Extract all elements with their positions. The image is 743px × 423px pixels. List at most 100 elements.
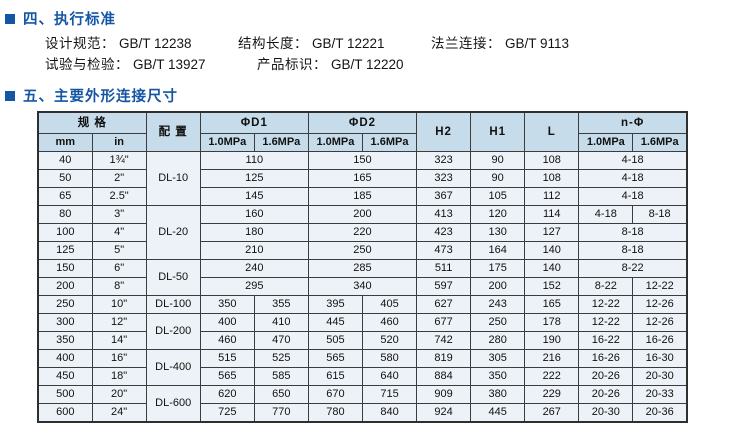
table-cell: 400	[199, 313, 255, 332]
table-cell: 16-26	[578, 349, 634, 368]
table-cell: 165	[524, 295, 580, 314]
table-cell: 50	[37, 169, 93, 188]
table-cell: 2"	[91, 169, 147, 188]
table-cell: 423	[416, 223, 472, 242]
table-cell: DL-200	[145, 313, 201, 350]
table-cell: 80	[37, 205, 93, 224]
table-cell: 90	[470, 151, 526, 170]
table-cell: 4-18	[578, 187, 688, 206]
standards-spec-lines: 设计规范： GB/T 12238 结构长度： GB/T 12221 法兰连接： GB/…	[45, 33, 743, 75]
table-cell: 250	[37, 295, 93, 314]
table-cell: 670	[307, 385, 363, 404]
table-cell: 125	[37, 241, 93, 260]
table-cell: 14"	[91, 331, 147, 350]
table-cell: 20"	[91, 385, 147, 404]
table-cell: 600	[37, 403, 93, 423]
table-cell: DL-400	[145, 349, 201, 386]
table-cell: 627	[416, 295, 472, 314]
table-cell: 150	[37, 259, 93, 278]
table-cell: 323	[416, 169, 472, 188]
spec-line-1: 设计规范： GB/T 12238 结构长度： GB/T 12221 法兰连接： GB/…	[45, 33, 743, 54]
table-cell: 250	[470, 313, 526, 332]
table-cell: 350	[37, 331, 93, 350]
table-header-row: mm in 1.0MPa 1.6MPa 1.0MPa 1.6MPa 1.0MPa 1.6MPa	[37, 133, 688, 152]
table-cell: 355	[253, 295, 309, 314]
table-cell: 640	[361, 367, 418, 386]
table-row: 100 4" 180 220 423 130 127 8-18	[37, 223, 688, 242]
header-cell: 配 置	[145, 111, 201, 152]
table-cell: 597	[416, 277, 472, 296]
table-cell: 125	[199, 169, 309, 188]
table-cell: 229	[524, 385, 580, 404]
table-cell: 295	[199, 277, 309, 296]
header-cell: H1	[470, 111, 526, 152]
table-cell: 20-36	[632, 403, 688, 423]
table-cell: 250	[307, 241, 418, 260]
table-cell: 10"	[91, 295, 147, 314]
table-cell: 350	[470, 367, 526, 386]
table-cell: 565	[307, 349, 363, 368]
table-cell: 511	[416, 259, 472, 278]
table-cell: 112	[524, 187, 580, 206]
table-row: 600 24" 725 770 780 840 924 445 267 20-30 20-36	[37, 403, 688, 423]
spec-flange-connection: 法兰连接： GB/T 9113	[431, 36, 570, 51]
table-cell: 12-26	[632, 313, 688, 332]
table-cell: 4-18	[578, 169, 688, 188]
table-cell: 145	[199, 187, 309, 206]
table-cell: 620	[199, 385, 255, 404]
table-cell: 473	[416, 241, 472, 260]
header-cell: 1.6MPa	[632, 133, 688, 152]
table-cell: 470	[253, 331, 309, 350]
table-cell: 16-30	[632, 349, 688, 368]
header-cell: ΦD1	[199, 111, 309, 134]
table-row: 80 3" DL-20 160 200 413 120 114 4-18 8-18	[37, 205, 688, 260]
table-cell: 305	[470, 349, 526, 368]
table-cell: 413	[416, 205, 472, 224]
table-row: 300 12" DL-200 400 410 445 460 677 250 178 12-22 12…	[37, 313, 688, 350]
table-cell: 520	[361, 331, 418, 350]
table-cell: 240	[199, 259, 309, 278]
table-cell: 20-26	[578, 367, 634, 386]
table-cell: 110	[199, 151, 309, 170]
table-cell: 178	[524, 313, 580, 332]
header-cell: H2	[416, 111, 472, 152]
spec-line-2: 试验与检验： GB/T 13927 产品标识： GB/T 12220	[45, 54, 743, 75]
table-cell: 445	[470, 403, 526, 423]
table-cell: 4-18	[578, 151, 688, 170]
table-cell: 450	[37, 367, 93, 386]
table-cell: 140	[524, 241, 580, 260]
table-cell: 580	[361, 349, 418, 368]
table-cell: DL-10	[145, 151, 201, 206]
table-cell: 819	[416, 349, 472, 368]
table-cell: 216	[524, 349, 580, 368]
table-cell: 8-22	[578, 259, 688, 278]
table-cell: 127	[524, 223, 580, 242]
table-cell: 565	[199, 367, 255, 386]
header-cell: mm	[37, 133, 93, 152]
table-cell: 40	[37, 151, 93, 170]
header-cell: L	[524, 111, 580, 152]
table-cell: 152	[524, 277, 580, 296]
table-cell: 840	[361, 403, 418, 423]
section-standards-heading: 四、执行标准	[5, 0, 743, 29]
table-cell: 222	[524, 367, 580, 386]
table-cell: 8-18	[632, 205, 688, 224]
table-cell: 770	[253, 403, 309, 423]
table-cell: 114	[524, 205, 580, 224]
table-cell: 200	[37, 277, 93, 296]
table-row: 50 2" 125 165 323 90 108 4-18	[37, 169, 688, 188]
table-cell: 725	[199, 403, 255, 423]
table-row: 400 16" DL-400 515 525 565 580 819 305 216 16-26 16…	[37, 349, 688, 386]
table-cell: 200	[470, 277, 526, 296]
table-cell: 12"	[91, 313, 147, 332]
table-cell: 285	[307, 259, 418, 278]
table-cell: 16-22	[578, 331, 634, 350]
table-cell: 924	[416, 403, 472, 423]
table-cell: 200	[307, 205, 418, 224]
table-cell: 1¾"	[91, 151, 147, 170]
table-cell: 650	[253, 385, 309, 404]
table-cell: 20-30	[578, 403, 634, 423]
table-cell: 20-30	[632, 367, 688, 386]
